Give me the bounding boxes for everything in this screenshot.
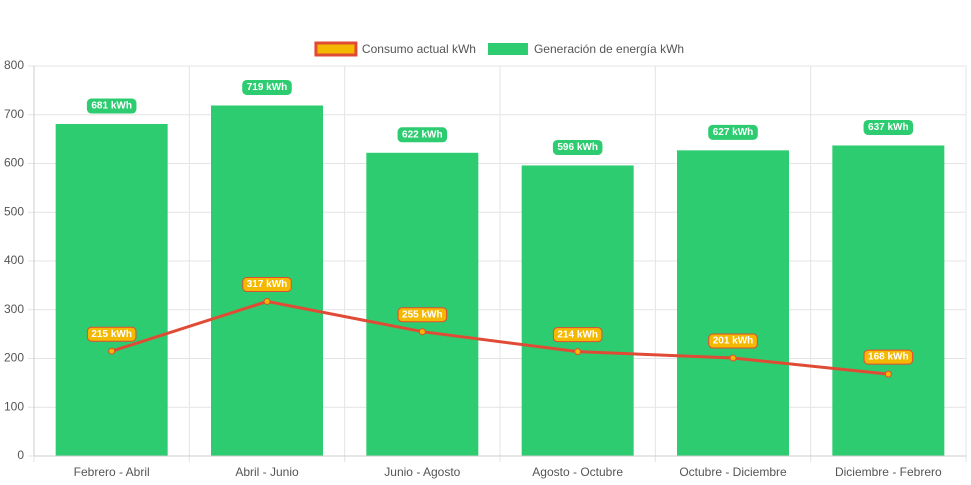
bar-value-label-text: 627 kWh xyxy=(713,127,754,138)
line-value-label: 215 kWh xyxy=(86,326,137,342)
bar-value-label: 622 kWh xyxy=(397,127,448,143)
bar-value-label-text: 719 kWh xyxy=(247,82,288,93)
line-point xyxy=(263,297,271,305)
bar xyxy=(521,165,634,456)
bar-value-label-box xyxy=(86,98,137,114)
x-tick-label: Agosto - Octubre xyxy=(532,465,623,479)
bar-value-label-box xyxy=(242,79,292,95)
bar-value-label-text: 622 kWh xyxy=(402,129,443,140)
bar xyxy=(832,145,945,456)
bar-value-label: 681 kWh xyxy=(86,98,137,114)
y-tick-label: 300 xyxy=(4,302,24,316)
bar-value-label-box xyxy=(708,124,758,140)
line-point xyxy=(729,354,737,362)
bar-value-label-box xyxy=(552,139,603,155)
line-value-label: 255 kWh xyxy=(397,307,448,323)
bar xyxy=(677,150,789,456)
y-tick-label: 800 xyxy=(4,58,24,72)
legend-swatch xyxy=(487,43,528,55)
line-value-label-box xyxy=(863,349,914,365)
line-value-label: 317 kWh xyxy=(242,276,292,292)
line-value-label: 201 kWh xyxy=(708,333,758,349)
line-point xyxy=(108,347,116,355)
bar-value-label-text: 681 kWh xyxy=(91,101,132,112)
line-value-label-box xyxy=(86,326,137,342)
line-value-label-text: 215 kWh xyxy=(91,329,132,340)
legend-label: Generación de energía kWh xyxy=(534,42,684,56)
y-tick-label: 200 xyxy=(4,351,24,365)
bar-value-label-box xyxy=(863,119,914,135)
x-tick-label: Junio - Agosto xyxy=(384,465,460,479)
line-value-label-box xyxy=(397,307,448,323)
bar-value-label: 596 kWh xyxy=(552,139,603,155)
line-value-label: 214 kWh xyxy=(552,327,603,343)
x-tick-label: Febrero - Abril xyxy=(74,465,150,479)
bar-value-label: 719 kWh xyxy=(242,79,292,95)
line-value-label-text: 214 kWh xyxy=(557,329,598,340)
line-value-label-box xyxy=(242,276,292,292)
line-point xyxy=(884,370,892,378)
line-value-label-box xyxy=(552,327,603,343)
line-value-label-text: 168 kWh xyxy=(868,352,909,363)
x-tick-label: Abril - Junio xyxy=(235,465,299,479)
line-value-label-text: 255 kWh xyxy=(402,309,443,320)
y-tick-label: 500 xyxy=(4,204,24,218)
bar-value-label-text: 637 kWh xyxy=(868,122,909,133)
y-tick-label: 700 xyxy=(4,107,24,121)
line-point xyxy=(574,348,582,356)
line-value-label-box xyxy=(708,333,758,349)
bar-value-label-box xyxy=(397,127,448,143)
bar xyxy=(55,124,168,456)
line-value-label-text: 201 kWh xyxy=(713,336,754,347)
y-tick-label: 100 xyxy=(4,399,24,413)
y-tick-label: 0 xyxy=(17,448,24,462)
legend-swatch xyxy=(314,41,358,57)
legend: Consumo actual kWh Generación de energía … xyxy=(314,41,684,57)
y-tick-label: 600 xyxy=(4,156,24,170)
bar-value-label-text: 596 kWh xyxy=(557,142,598,153)
y-tick-label: 400 xyxy=(4,253,24,267)
x-tick-label: Octubre - Diciembre xyxy=(679,465,787,479)
bar xyxy=(366,152,479,456)
line xyxy=(111,299,889,376)
legend-label: Consumo actual kWh xyxy=(362,42,476,56)
line-point xyxy=(418,328,426,336)
x-tick-label: Diciembre - Febrero xyxy=(835,465,942,479)
bar-value-label: 627 kWh xyxy=(708,124,758,140)
line-value-label: 168 kWh xyxy=(863,349,914,365)
line-value-label-text: 317 kWh xyxy=(247,279,288,290)
bar-value-label: 637 kWh xyxy=(863,119,914,135)
